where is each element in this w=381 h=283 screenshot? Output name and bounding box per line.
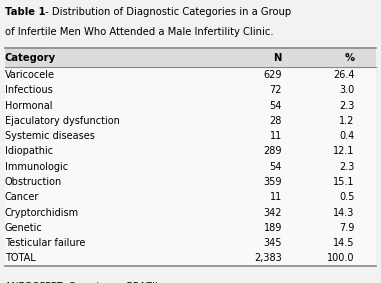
Text: 11: 11 <box>270 192 282 202</box>
Text: Table 1: Table 1 <box>5 7 45 17</box>
Text: 629: 629 <box>263 70 282 80</box>
Text: 7.9: 7.9 <box>339 223 354 233</box>
Bar <box>5 48 376 67</box>
Text: 2,383: 2,383 <box>254 253 282 263</box>
Text: 345: 345 <box>263 238 282 248</box>
Text: Category: Category <box>5 53 56 63</box>
Text: Immunologic: Immunologic <box>5 162 68 172</box>
Text: 54: 54 <box>270 162 282 172</box>
Text: - Distribution of Diagnostic Categories in a Group: - Distribution of Diagnostic Categories … <box>42 7 291 17</box>
Text: Cryptorchidism: Cryptorchidism <box>5 207 79 218</box>
Text: 12.1: 12.1 <box>333 146 354 156</box>
Text: 54: 54 <box>270 100 282 111</box>
Text: Idiopathic: Idiopathic <box>5 146 53 156</box>
Text: ANDROFERT, Campinas – BRAZIL.: ANDROFERT, Campinas – BRAZIL. <box>5 282 163 283</box>
Text: 359: 359 <box>263 177 282 187</box>
Text: N: N <box>274 53 282 63</box>
Text: 3.0: 3.0 <box>339 85 354 95</box>
Text: 11: 11 <box>270 131 282 141</box>
Text: Ejaculatory dysfunction: Ejaculatory dysfunction <box>5 116 120 126</box>
Text: 26.4: 26.4 <box>333 70 354 80</box>
Text: 15.1: 15.1 <box>333 177 354 187</box>
Text: 342: 342 <box>263 207 282 218</box>
Text: 189: 189 <box>264 223 282 233</box>
Text: 28: 28 <box>270 116 282 126</box>
Text: 0.4: 0.4 <box>339 131 354 141</box>
Text: Infectious: Infectious <box>5 85 52 95</box>
Text: 100.0: 100.0 <box>327 253 354 263</box>
Text: Cancer: Cancer <box>5 192 39 202</box>
Text: 14.5: 14.5 <box>333 238 354 248</box>
Text: %: % <box>344 53 354 63</box>
Text: 0.5: 0.5 <box>339 192 354 202</box>
Text: TOTAL: TOTAL <box>5 253 35 263</box>
Text: 289: 289 <box>263 146 282 156</box>
Text: of Infertile Men Who Attended a Male Infertility Clinic.: of Infertile Men Who Attended a Male Inf… <box>5 27 273 37</box>
Text: Testicular failure: Testicular failure <box>5 238 85 248</box>
Text: Systemic diseases: Systemic diseases <box>5 131 94 141</box>
Text: 14.3: 14.3 <box>333 207 354 218</box>
Text: Varicocele: Varicocele <box>5 70 54 80</box>
Text: Hormonal: Hormonal <box>5 100 52 111</box>
Text: 1.2: 1.2 <box>339 116 354 126</box>
Text: Genetic: Genetic <box>5 223 42 233</box>
Text: 2.3: 2.3 <box>339 100 354 111</box>
Text: 72: 72 <box>269 85 282 95</box>
Bar <box>5 67 376 266</box>
Text: Obstruction: Obstruction <box>5 177 62 187</box>
Text: 2.3: 2.3 <box>339 162 354 172</box>
